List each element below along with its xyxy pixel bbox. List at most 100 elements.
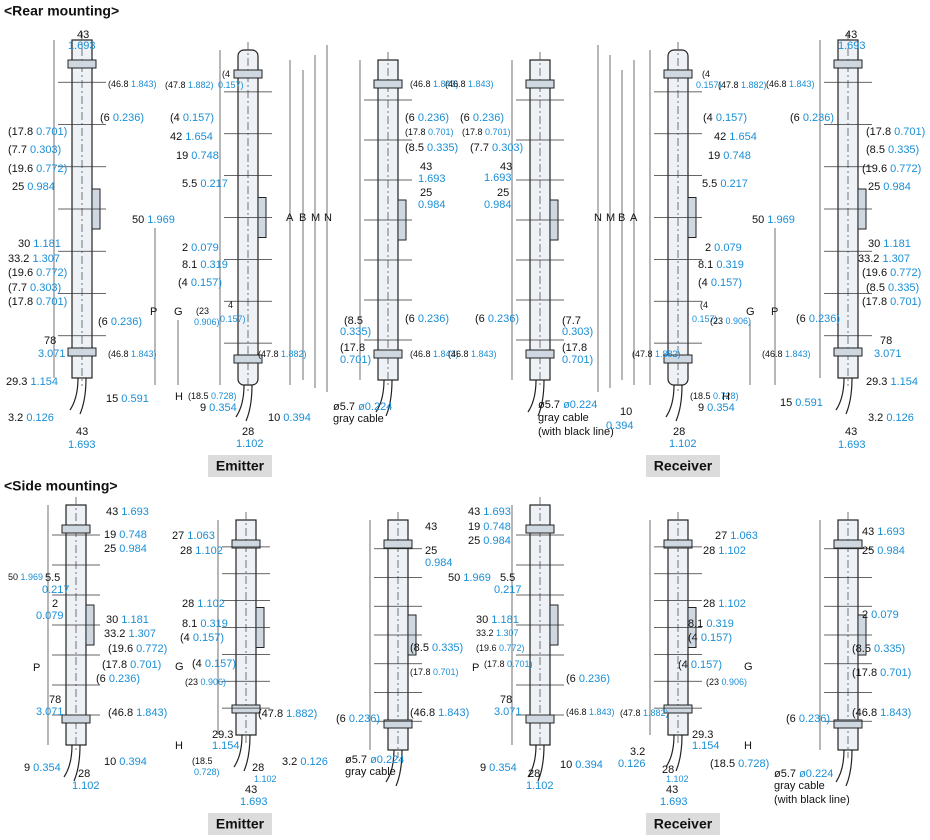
dimension-value: (18.5 (710, 758, 735, 770)
dimension-label: gray cable (345, 766, 396, 778)
dimension-value: 0.157) (202, 658, 236, 670)
dimension-label: (23 0.906) (706, 677, 747, 687)
dimension-value: P (771, 306, 778, 318)
dimension-label: 19 0.748 (708, 150, 751, 162)
dimension-label: 33.2 1.307 (476, 628, 519, 638)
dimension-value: (46.8 (410, 349, 431, 359)
dimension-value: (46.8 (448, 349, 469, 359)
dimension-label: (4 0.157) (192, 658, 236, 670)
dimension-value: 1.102 (236, 438, 264, 450)
dimension-value: G (744, 661, 753, 673)
dimension-value: 1.307 (494, 628, 519, 638)
dimension-value: G (175, 661, 184, 673)
dimension-value: 3.071 (874, 348, 902, 360)
dimension-value: 0.906) (194, 317, 220, 327)
dimension-value: 9 (698, 402, 704, 414)
dimension-value: 0.701) (483, 127, 511, 137)
bracket (833, 347, 863, 357)
dimension-label: B (618, 212, 625, 224)
dimension-value: (6 (786, 713, 796, 725)
dimension-value: 19 (176, 150, 188, 162)
dimension-label: 1.102 (666, 774, 689, 784)
dimension-label: (47.8 1.882) (620, 708, 669, 718)
dimension-label: 3.071 (494, 706, 522, 718)
dimension-value: 1.102 (526, 780, 554, 792)
dimension-value: 30 (476, 614, 488, 626)
dimension-value: 0.157) (180, 112, 214, 124)
bracket (61, 524, 91, 534)
dimension-value: 1.154 (27, 376, 58, 388)
dimension-value: 30 (868, 238, 880, 250)
bracket (61, 714, 91, 724)
dimension-label: (7.7 0.303) (8, 144, 61, 156)
dimension-value: 43 (666, 784, 678, 796)
dimension-value: 43 (845, 29, 857, 41)
dimension-label: 43 (845, 426, 857, 438)
dimension-label: 8.1 0.319 (182, 618, 228, 630)
dimension-value: H (744, 740, 752, 752)
dimension-value: 0.984 (425, 557, 453, 569)
dimension-label: (8.5 0.335) (405, 142, 458, 154)
dimension-value: 0.984 (480, 535, 511, 547)
dimension-value: 43 (845, 426, 857, 438)
dimension-value: 1.181 (880, 238, 911, 250)
dimension-label: (6 0.236) (405, 112, 449, 124)
dimension-value: 4 (228, 300, 233, 310)
dimension-value: 5.5 (182, 178, 197, 190)
dimension-label: 9 0.354 (480, 762, 517, 774)
dimension-value: (18.5 (188, 391, 209, 401)
dimension-label: 3.2 (630, 746, 645, 758)
dimension-value: 25 (420, 187, 432, 199)
dimension-label: P (150, 306, 157, 318)
dimension-label: ø5.7 ø0.224 (774, 768, 833, 780)
dimension-value: 1.969 (460, 572, 491, 584)
dimension-value: 78 (500, 694, 512, 706)
dimension-value: (4 (178, 277, 188, 289)
dimension-label: (46.8 1.843) (566, 707, 615, 717)
dimension-value: 28 (252, 762, 264, 774)
dimension-label: B (299, 212, 306, 224)
dimension-value: 0.748 (116, 529, 147, 541)
dimension-label: (47.8 1.882) (632, 349, 681, 359)
dimension-label: (6 0.236) (786, 713, 830, 725)
cable (69, 377, 87, 415)
dimension-value: (6 (475, 313, 485, 325)
dimension-value: (46.8 (852, 707, 877, 719)
dimension-label: 1.693 (68, 439, 96, 451)
bracket (525, 714, 555, 724)
dimension-value: 0.701) (33, 126, 67, 138)
dimension-label: 28 (673, 426, 685, 438)
cable (835, 377, 853, 415)
dimension-value: 50 (132, 214, 144, 226)
cable (527, 744, 545, 782)
dimension-label: (18.5 0.728) (188, 391, 237, 401)
dimension-value: 1.102 (194, 598, 225, 610)
dimension-value: A (630, 212, 638, 224)
dimension-value: 0.335) (885, 144, 919, 156)
dimension-value: 9 (480, 762, 486, 774)
dimension-value: (17.8 (340, 342, 365, 354)
dimension-value: 0.126 (23, 412, 54, 424)
dimension-value: 28 (528, 768, 540, 780)
dimension-value: 78 (880, 335, 892, 347)
dimension-value: G (746, 306, 755, 318)
dimension-label: P (472, 662, 479, 674)
dimension-value: 15 (106, 393, 118, 405)
dimension-value: 28 (180, 545, 192, 557)
dimension-label: (46.8 1.843) (108, 349, 157, 359)
dimension-value: (17.8 (102, 659, 127, 671)
dimension-value: 0.319 (197, 618, 228, 630)
dimension-label: (17.8 0.701) (102, 659, 161, 671)
dimension-value: (47.8 (258, 349, 279, 359)
dimension-value: 27 (172, 530, 184, 542)
dimension-label: (6 0.236) (98, 316, 142, 328)
dimension-value: 3.2 (8, 412, 23, 424)
dimension-label: 0.157) (220, 314, 246, 324)
dimension-value: 1.181 (30, 238, 61, 250)
dimension-value: 0.335) (424, 142, 458, 154)
dimension-value: 43 (468, 506, 480, 518)
dimension-label: 28 1.102 (180, 545, 223, 557)
dimension-value: (19.6 (8, 267, 33, 279)
dimension-label: ø5.7 ø0.224 (345, 754, 404, 766)
